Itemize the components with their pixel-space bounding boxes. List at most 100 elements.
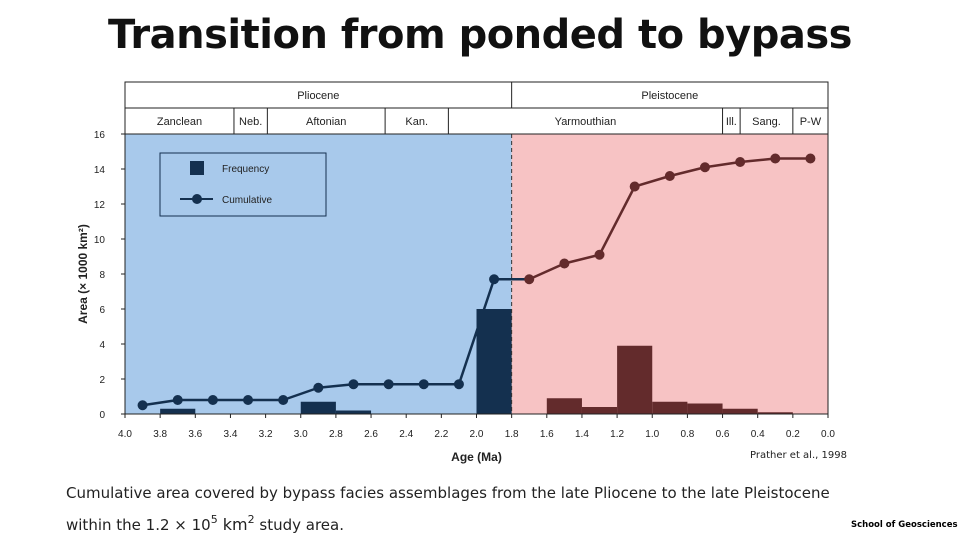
stage-label: Aftonian — [306, 116, 346, 128]
cumulative-point — [278, 395, 289, 405]
y-tick-label: 14 — [94, 165, 106, 176]
cumulative-point — [524, 274, 535, 285]
period-row — [124, 81, 829, 109]
period-label: Pliocene — [297, 90, 339, 102]
frequency-bar — [300, 401, 336, 414]
x-tick-label: 3.4 — [223, 429, 237, 440]
caption-exponent-2: 2 — [247, 513, 255, 526]
x-tick-label: 1.6 — [540, 429, 554, 440]
stage-label: Yarmouthian — [555, 116, 617, 128]
x-tick-label: 2.0 — [470, 429, 484, 440]
legend-cumulative-label: Cumulative — [222, 195, 272, 206]
cumulative-segment — [318, 383, 354, 389]
cumulative-point — [699, 162, 710, 173]
cumulative-point — [207, 395, 218, 405]
cumulative-point — [664, 171, 675, 181]
stage-label: Neb. — [239, 116, 262, 128]
x-tick-label: 4.0 — [118, 429, 132, 440]
frequency-bar — [617, 345, 653, 414]
cumulative-point — [770, 153, 781, 164]
y-axis-title: Area (× 1000 km²) — [76, 224, 90, 324]
caption-within: within the 1.2 × 10 — [66, 516, 211, 534]
y-tick-label: 8 — [99, 270, 105, 281]
legend-box — [159, 152, 327, 217]
cumulative-point — [313, 382, 324, 393]
cumulative-point — [137, 400, 148, 411]
cumulative-segment — [598, 185, 636, 256]
cumulative-point — [383, 379, 394, 390]
citation: Prather et al., 1998 — [750, 450, 847, 461]
cumulative-point — [735, 157, 746, 167]
cumulative-point — [559, 258, 570, 269]
cumulative-point — [489, 274, 500, 285]
x-tick-label: 1.2 — [610, 429, 624, 440]
x-tick-label: 2.6 — [364, 429, 378, 440]
frequency-bar — [546, 398, 582, 414]
x-tick-label: 3.6 — [188, 429, 202, 440]
cumulative-segment — [457, 278, 496, 385]
caption: Cumulative area covered by bypass facies… — [66, 478, 886, 541]
x-tick-label: 2.8 — [329, 429, 343, 440]
cumulative-point — [453, 379, 464, 390]
frequency-bar — [652, 401, 688, 414]
frequency-bar — [687, 403, 723, 414]
legend-cumulative-marker — [192, 194, 202, 204]
stage-label: Sang. — [752, 116, 781, 128]
caption-line-2: within the 1.2 × 105 km2 study area. — [66, 509, 886, 541]
period-label: Pleistocene — [641, 90, 698, 102]
cumulative-point — [594, 249, 605, 260]
frequency-bar — [335, 410, 372, 414]
y-tick-label: 12 — [94, 200, 106, 211]
caption-end: study area. — [254, 516, 344, 534]
stage-label: P-W — [800, 116, 822, 128]
x-tick-label: 1.8 — [505, 429, 519, 440]
x-tick-label: 1.4 — [575, 429, 589, 440]
y-tick-label: 10 — [94, 235, 106, 246]
x-tick-label: 3.0 — [294, 429, 308, 440]
x-tick-label: 0.8 — [680, 429, 694, 440]
frequency-bar — [722, 408, 758, 414]
x-tick-label: 0.0 — [821, 429, 835, 440]
caption-exponent-1: 5 — [210, 513, 218, 526]
cumulative-segment — [740, 157, 776, 164]
frequency-bar — [160, 408, 196, 414]
x-tick-label: 2.4 — [399, 429, 413, 440]
cumulative-point — [418, 379, 429, 390]
caption-km: km — [217, 515, 248, 534]
cumulative-segment — [528, 262, 565, 281]
legend-frequency-swatch — [190, 161, 204, 175]
x-tick-label: 2.2 — [434, 429, 448, 440]
slide-title: Transition from ponded to bypass — [108, 12, 852, 58]
cumulative-segment — [704, 160, 741, 169]
y-tick-label: 2 — [99, 375, 105, 386]
x-tick-label: 3.8 — [153, 429, 167, 440]
frequency-bar — [476, 309, 512, 414]
x-tick-label: 3.2 — [259, 429, 273, 440]
y-tick-label: 16 — [94, 130, 106, 141]
x-tick-label: 1.0 — [645, 429, 659, 440]
stage-label: Kan. — [405, 116, 428, 128]
cumulative-segment — [634, 174, 671, 188]
legend-frequency-label: Frequency — [222, 164, 269, 175]
cumulative-point — [629, 181, 640, 192]
cumulative-segment — [669, 166, 706, 178]
x-axis-title: Age (Ma) — [451, 450, 502, 464]
x-tick-label: 0.2 — [786, 429, 800, 440]
frequency-bar — [581, 407, 618, 414]
frequency-bar — [757, 412, 793, 414]
cumulative-segment — [142, 398, 178, 407]
stage-label: Ill. — [726, 116, 737, 128]
cumulative-point — [348, 379, 359, 390]
y-tick-label: 6 — [99, 305, 105, 316]
cumulative-point — [243, 395, 254, 405]
cumulative-segment — [564, 253, 600, 265]
x-tick-label: 0.4 — [751, 429, 765, 440]
cumulative-point — [805, 153, 816, 164]
x-tick-label: 0.6 — [716, 429, 730, 440]
footer-school: School of Geosciences — [851, 520, 958, 530]
caption-line-1: Cumulative area covered by bypass facies… — [66, 484, 830, 502]
cumulative-point — [172, 395, 183, 405]
y-tick-label: 0 — [99, 410, 105, 421]
stage-label: Zanclean — [157, 116, 202, 128]
cumulative-segment — [282, 386, 319, 402]
